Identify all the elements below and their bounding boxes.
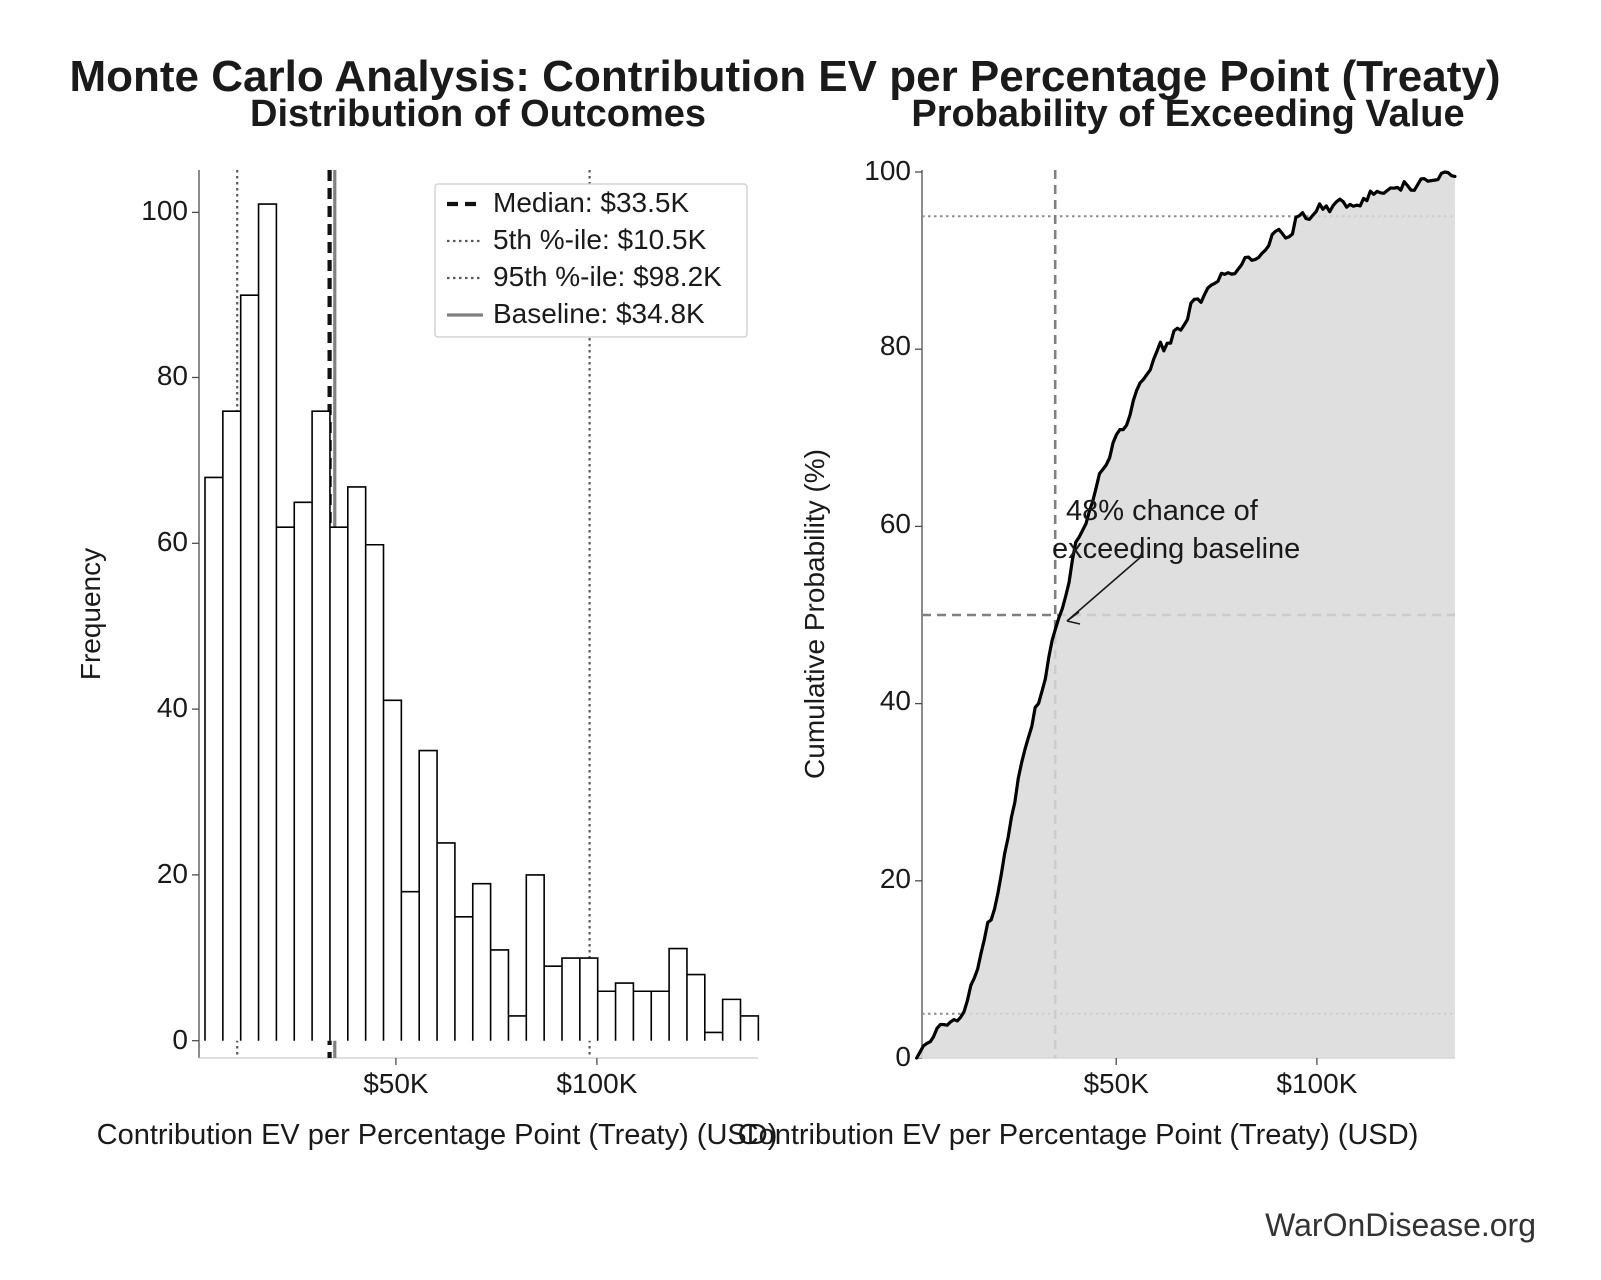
svg-text:5th %-ile: $10.5K: 5th %-ile: $10.5K — [493, 224, 707, 255]
svg-text:60: 60 — [157, 526, 188, 557]
svg-text:Probability of Exceeding Value: Probability of Exceeding Value — [911, 93, 1464, 135]
svg-text:48% chance of: 48% chance of — [1066, 495, 1259, 527]
svg-text:Frequency: Frequency — [75, 548, 106, 680]
svg-text:0: 0 — [172, 1024, 188, 1055]
svg-text:0: 0 — [895, 1041, 911, 1072]
svg-text:Distribution of Outcomes: Distribution of Outcomes — [250, 93, 706, 135]
svg-text:100: 100 — [141, 195, 188, 226]
svg-text:Baseline: $34.8K: Baseline: $34.8K — [493, 298, 705, 329]
svg-text:$100K: $100K — [556, 1068, 637, 1099]
svg-text:Median: $33.5K: Median: $33.5K — [493, 187, 689, 218]
svg-text:100: 100 — [864, 155, 911, 186]
svg-text:$50K: $50K — [363, 1068, 429, 1099]
svg-text:40: 40 — [880, 685, 911, 716]
svg-text:95th %-ile: $98.2K: 95th %-ile: $98.2K — [493, 261, 722, 292]
svg-text:$50K: $50K — [1083, 1068, 1149, 1099]
svg-text:WarOnDisease.org: WarOnDisease.org — [1265, 1207, 1536, 1243]
svg-text:80: 80 — [880, 330, 911, 361]
svg-text:40: 40 — [157, 692, 188, 723]
svg-text:60: 60 — [880, 508, 911, 539]
svg-text:20: 20 — [157, 858, 188, 889]
svg-text:Contribution EV per Percentage: Contribution EV per Percentage Point (Tr… — [738, 1119, 1419, 1151]
svg-text:80: 80 — [157, 360, 188, 391]
svg-text:Contribution EV per Percentage: Contribution EV per Percentage Point (Tr… — [97, 1119, 778, 1151]
svg-text:20: 20 — [880, 863, 911, 894]
svg-text:exceeding baseline: exceeding baseline — [1052, 533, 1300, 565]
svg-text:$100K: $100K — [1276, 1068, 1357, 1099]
svg-text:Cumulative Probability (%): Cumulative Probability (%) — [799, 449, 830, 779]
